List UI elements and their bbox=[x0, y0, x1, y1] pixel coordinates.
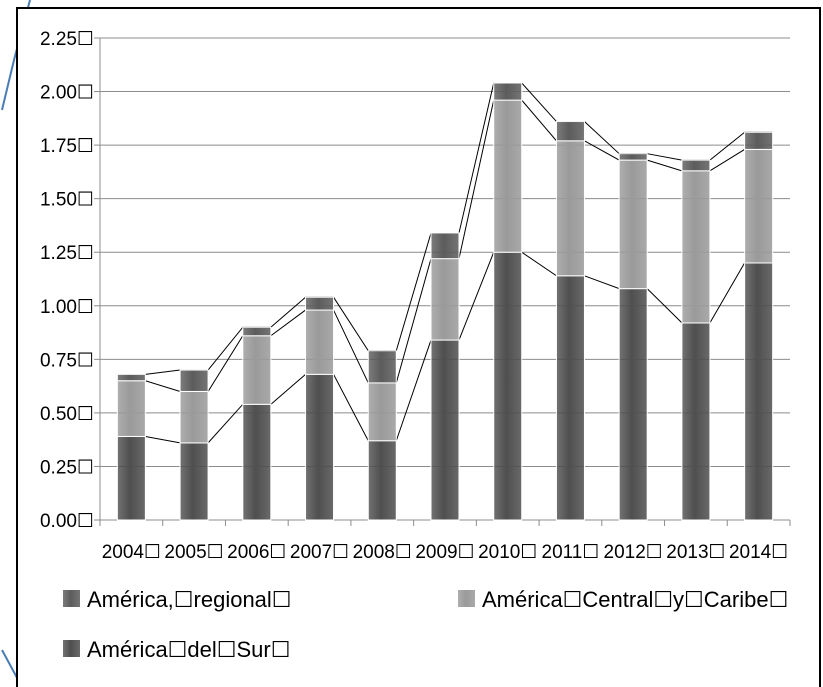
bar bbox=[555, 275, 585, 521]
x-tick-label: 2013☐ bbox=[666, 542, 725, 563]
bar bbox=[305, 309, 335, 375]
bar bbox=[305, 373, 335, 521]
bar bbox=[681, 159, 711, 172]
bar bbox=[618, 288, 648, 521]
bar bbox=[367, 440, 397, 521]
bar bbox=[493, 99, 523, 253]
bar bbox=[367, 382, 397, 442]
bar bbox=[555, 121, 585, 142]
bar bbox=[179, 442, 209, 521]
y-tick-label: 1.25☐ bbox=[40, 243, 94, 264]
bar bbox=[681, 322, 711, 521]
y-tick-label: 0.50☐ bbox=[40, 404, 94, 425]
legend-swatch bbox=[458, 590, 475, 607]
y-tick-label: 2.25☐ bbox=[40, 29, 94, 50]
legend-label: América,☐regional☐ bbox=[87, 587, 292, 612]
bar bbox=[744, 262, 774, 521]
bar bbox=[305, 296, 335, 311]
bar bbox=[367, 350, 397, 384]
x-tick-label: 2007☐ bbox=[290, 542, 349, 563]
legend: América,☐regional☐ América☐Central☐y☐Cari… bbox=[63, 587, 788, 662]
bar bbox=[242, 403, 272, 521]
bar bbox=[681, 170, 711, 324]
x-tick-label: 2010☐ bbox=[478, 542, 537, 563]
y-tick-label: 1.75☐ bbox=[40, 136, 94, 157]
bar bbox=[116, 435, 146, 521]
bar bbox=[242, 326, 272, 337]
y-tick-label: 0.00☐ bbox=[40, 511, 94, 532]
bar bbox=[179, 369, 209, 392]
x-tick-label: 2008☐ bbox=[353, 542, 412, 563]
y-tick-label: 1.00☐ bbox=[40, 297, 94, 318]
x-tick-labels: 2004☐ 2005☐ 2006☐ 2007☐ 2008☐ 2009☐ 2010☐ 2011☐… bbox=[102, 542, 789, 563]
y-tick-label: 1.50☐ bbox=[40, 190, 94, 211]
legend-label: América☐Central☐y☐Caribe☐ bbox=[482, 587, 788, 612]
bar bbox=[618, 153, 648, 161]
legend-swatch bbox=[63, 590, 80, 607]
bar bbox=[430, 339, 460, 521]
bar bbox=[618, 159, 648, 290]
bar bbox=[555, 140, 585, 277]
x-tick-label: 2005☐ bbox=[164, 542, 223, 563]
bar bbox=[116, 380, 146, 437]
bars bbox=[116, 82, 774, 521]
bar bbox=[430, 232, 460, 260]
y-tick-labels: 0.00☐ 0.25☐ 0.50☐ 0.75☐ 1.00☐ 1.25☐ 1.50☐ 1.75☐… bbox=[40, 29, 94, 532]
bar bbox=[744, 148, 774, 264]
legend-swatch bbox=[63, 640, 80, 657]
bar bbox=[493, 82, 523, 101]
bar bbox=[179, 390, 209, 444]
bar bbox=[744, 131, 774, 150]
bar bbox=[116, 373, 146, 382]
bar bbox=[493, 251, 523, 521]
legend-label: América☐del☐Sur☐ bbox=[87, 637, 290, 662]
x-tick-label: 2004☐ bbox=[102, 542, 161, 563]
y-tick-label: 0.25☐ bbox=[40, 457, 94, 478]
x-tick-label: 2009☐ bbox=[415, 542, 474, 563]
bar bbox=[242, 335, 272, 405]
x-tick-label: 2006☐ bbox=[227, 542, 286, 563]
y-tick-label: 0.75☐ bbox=[40, 350, 94, 371]
bar bbox=[430, 258, 460, 341]
y-tick-label: 2.00☐ bbox=[40, 83, 94, 104]
x-tick-label: 2011☐ bbox=[542, 542, 600, 563]
x-tick-label: 2012☐ bbox=[604, 542, 663, 563]
x-tick-label: 2014☐ bbox=[729, 542, 788, 563]
